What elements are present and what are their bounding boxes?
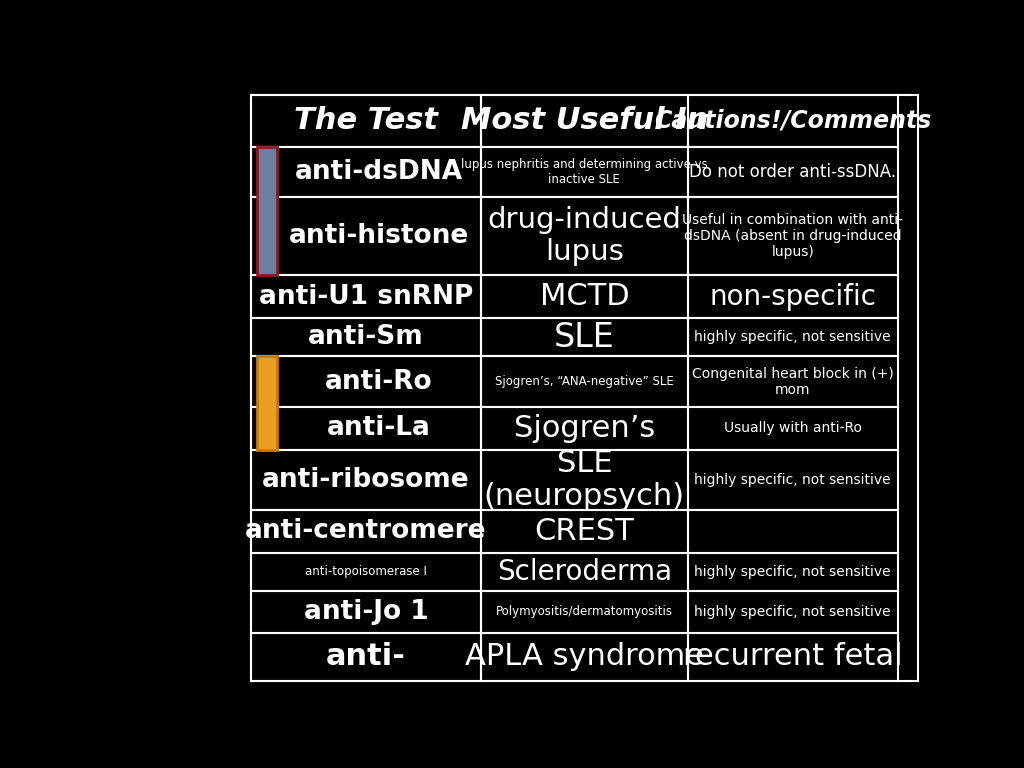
Text: Scleroderma: Scleroderma	[497, 558, 672, 586]
Bar	[688, 633, 898, 680]
Text: SLE: SLE	[554, 321, 614, 354]
Text: highly specific, not sensitive: highly specific, not sensitive	[694, 330, 891, 344]
Bar	[688, 275, 898, 319]
Bar	[688, 510, 898, 553]
Text: highly specific, not sensitive: highly specific, not sensitive	[694, 473, 891, 487]
Text: anti-Sm: anti-Sm	[308, 324, 424, 350]
Text: recurrent fetal: recurrent fetal	[683, 642, 902, 671]
Text: drug-induced
lupus: drug-induced lupus	[487, 206, 681, 266]
Text: anti-La: anti-La	[327, 415, 431, 442]
Bar	[251, 275, 481, 319]
Bar	[688, 147, 898, 197]
Bar	[688, 319, 898, 356]
Text: anti-centromere: anti-centromere	[246, 518, 486, 545]
Bar	[481, 553, 688, 591]
Text: Do not order anti-ssDNA.: Do not order anti-ssDNA.	[689, 163, 896, 181]
Bar	[481, 95, 688, 147]
Text: APLA syndrome: APLA syndrome	[465, 642, 703, 671]
Bar	[251, 319, 481, 356]
Text: Sjogren’s: Sjogren’s	[514, 414, 655, 443]
Bar	[481, 197, 688, 275]
Bar	[481, 449, 688, 510]
Text: SLE
(neuropsych): SLE (neuropsych)	[483, 449, 685, 511]
Bar	[251, 147, 481, 197]
Text: anti-Ro: anti-Ro	[326, 369, 433, 395]
Bar	[688, 95, 898, 147]
Text: The Test: The Test	[294, 107, 438, 135]
Bar	[481, 356, 688, 407]
Text: anti-dsDNA: anti-dsDNA	[295, 159, 463, 185]
Text: anti-: anti-	[326, 642, 406, 671]
Text: Cautions!/Comments: Cautions!/Comments	[654, 109, 931, 133]
Bar	[688, 553, 898, 591]
Bar	[481, 407, 688, 449]
Text: anti-ribosome: anti-ribosome	[262, 467, 470, 493]
Text: non-specific: non-specific	[710, 283, 877, 311]
Bar	[251, 407, 481, 449]
Text: CREST: CREST	[535, 517, 634, 546]
Bar	[251, 95, 481, 147]
Bar	[251, 591, 481, 633]
Bar	[688, 197, 898, 275]
Text: Usually with anti-Ro: Usually with anti-Ro	[724, 422, 861, 435]
Text: Useful in combination with anti-
dsDNA (absent in drug-induced
lupus): Useful in combination with anti- dsDNA (…	[682, 213, 903, 260]
Bar	[481, 147, 688, 197]
Bar	[251, 356, 481, 407]
Bar	[257, 147, 278, 275]
Bar	[481, 591, 688, 633]
Text: Congenital heart block in (+)
mom: Congenital heart block in (+) mom	[692, 366, 894, 397]
Bar	[688, 407, 898, 449]
Text: Sjogren’s, “ANA-negative” SLE: Sjogren’s, “ANA-negative” SLE	[495, 375, 674, 388]
Text: highly specific, not sensitive: highly specific, not sensitive	[694, 564, 891, 578]
Text: anti-Jo 1: anti-Jo 1	[304, 599, 428, 625]
Bar	[251, 95, 918, 680]
Bar	[251, 197, 481, 275]
Bar	[251, 449, 481, 510]
Bar	[688, 356, 898, 407]
Bar	[481, 633, 688, 680]
Bar	[481, 275, 688, 319]
Bar	[481, 319, 688, 356]
Text: anti-U1 snRNP: anti-U1 snRNP	[259, 283, 473, 310]
Bar	[688, 449, 898, 510]
Text: MCTD: MCTD	[540, 282, 629, 311]
Bar	[688, 591, 898, 633]
Bar	[251, 510, 481, 553]
Bar	[257, 356, 278, 449]
Text: anti-topoisomerase I: anti-topoisomerase I	[305, 565, 427, 578]
Bar	[251, 633, 481, 680]
Text: Most Useful In: Most Useful In	[461, 107, 708, 135]
Text: anti-histone: anti-histone	[289, 223, 469, 249]
Text: Polymyositis/dermatomyositis: Polymyositis/dermatomyositis	[496, 605, 673, 618]
Text: lupus nephritis and determining active vs
inactive SLE: lupus nephritis and determining active v…	[461, 158, 708, 186]
Text: highly specific, not sensitive: highly specific, not sensitive	[694, 605, 891, 619]
Bar	[251, 553, 481, 591]
Bar	[481, 510, 688, 553]
